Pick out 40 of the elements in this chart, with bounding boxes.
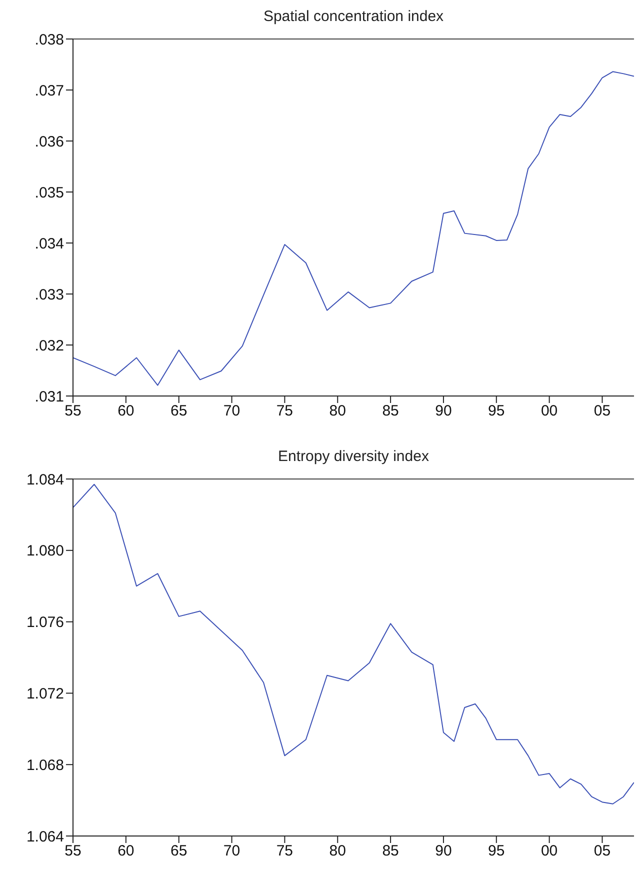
x-tick-label: 75 (276, 842, 294, 860)
x-tick-label: 55 (64, 842, 82, 860)
x-tick-label: 05 (594, 842, 611, 860)
line-series (73, 484, 634, 804)
y-tick-label: 1.084 (26, 471, 64, 488)
y-tick-label: 1.080 (26, 542, 64, 560)
y-tick-label: 1.068 (26, 756, 64, 774)
x-tick-label: 85 (382, 842, 399, 860)
y-tick-label: 1.064 (26, 828, 64, 846)
x-tick-label: 85 (382, 402, 399, 420)
x-tick-label: 75 (276, 402, 294, 420)
y-tick-label: 1.076 (26, 614, 64, 632)
y-tick-label: .037 (34, 82, 64, 100)
y-tick-label: .031 (34, 388, 64, 406)
x-tick-label: 55 (64, 402, 82, 420)
x-tick-label: 65 (170, 842, 188, 860)
y-tick-label: .035 (34, 184, 64, 202)
x-tick-label: 90 (435, 842, 452, 860)
chart-title: Spatial concentration index (262, 8, 445, 27)
x-tick-label: 95 (488, 842, 505, 860)
x-tick-label: 00 (540, 842, 558, 860)
x-tick-label: 90 (435, 402, 452, 420)
y-tick-label: .038 (34, 31, 64, 48)
x-tick-label: 00 (540, 402, 558, 420)
y-tick-label: .033 (34, 286, 64, 304)
x-tick-label: 60 (118, 402, 134, 420)
y-tick-label: .036 (34, 133, 64, 150)
chart-title: Entropy diversity index (277, 448, 430, 467)
line-series (73, 71, 634, 386)
x-tick-label: 70 (223, 842, 240, 860)
x-tick-label: 05 (594, 402, 611, 420)
x-tick-label: 80 (329, 402, 346, 420)
x-tick-label: 65 (170, 402, 188, 420)
y-tick-label: .034 (34, 235, 64, 252)
y-tick-label: .032 (34, 337, 64, 354)
y-tick-label: 1.072 (26, 686, 64, 703)
x-tick-label: 80 (329, 842, 346, 860)
x-tick-label: 70 (223, 402, 240, 420)
x-tick-label: 60 (118, 842, 134, 860)
x-tick-label: 95 (488, 402, 505, 420)
